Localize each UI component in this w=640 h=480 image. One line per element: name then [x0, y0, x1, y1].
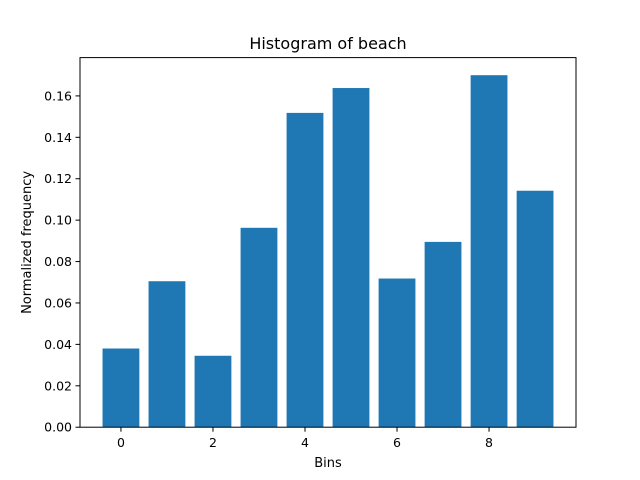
chart-title: Histogram of beach	[249, 34, 406, 53]
x-axis-label: Bins	[314, 456, 342, 471]
bar-bin-9	[516, 190, 554, 428]
y-tick-label: 0.08	[44, 254, 72, 269]
bar-bin-6	[378, 278, 416, 428]
x-tick-label: 6	[393, 435, 401, 450]
bar-bin-3	[240, 227, 278, 428]
x-tick-label: 4	[301, 435, 309, 450]
y-tick-label: 0.04	[44, 337, 72, 352]
x-tick-label: 0	[117, 435, 125, 450]
bar-bin-8	[470, 75, 508, 428]
x-axis-ticks: 0 2 4 6 8	[117, 427, 493, 450]
bar-bin-7	[424, 241, 462, 428]
x-tick-label: 2	[209, 435, 217, 450]
y-tick-label: 0.00	[44, 420, 72, 435]
y-tick-label: 0.16	[44, 88, 72, 103]
y-axis-label: Normalized frequency	[20, 171, 35, 314]
bar-bin-2	[194, 355, 232, 428]
bar-bin-1	[148, 281, 186, 428]
y-tick-label: 0.10	[44, 213, 72, 228]
y-axis-ticks: 0.00 0.02 0.04 0.06 0.08 0.10 0.12 0.14 0.16	[44, 88, 80, 435]
bars-group	[102, 75, 554, 428]
bar-bin-5	[332, 88, 370, 428]
y-tick-label: 0.12	[44, 171, 72, 186]
y-tick-label: 0.02	[44, 378, 72, 393]
x-tick-label: 8	[485, 435, 493, 450]
y-tick-label: 0.14	[44, 130, 72, 145]
bar-bin-4	[286, 112, 324, 428]
y-tick-label: 0.06	[44, 295, 72, 310]
bar-bin-0	[102, 348, 140, 428]
plot-area-frame	[79, 57, 577, 428]
